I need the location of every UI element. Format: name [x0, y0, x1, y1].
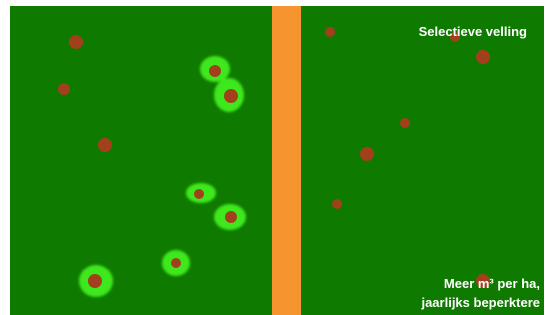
illustration: Selectieve velling Meer m³ per ha, jaarl… — [0, 0, 551, 315]
label-selective: Selectieve velling — [419, 24, 527, 39]
label-bottom-2: jaarlijks beperktere — [420, 295, 540, 310]
path-strip — [272, 6, 301, 315]
label-bottom-1: Meer m³ per ha, — [444, 276, 540, 291]
